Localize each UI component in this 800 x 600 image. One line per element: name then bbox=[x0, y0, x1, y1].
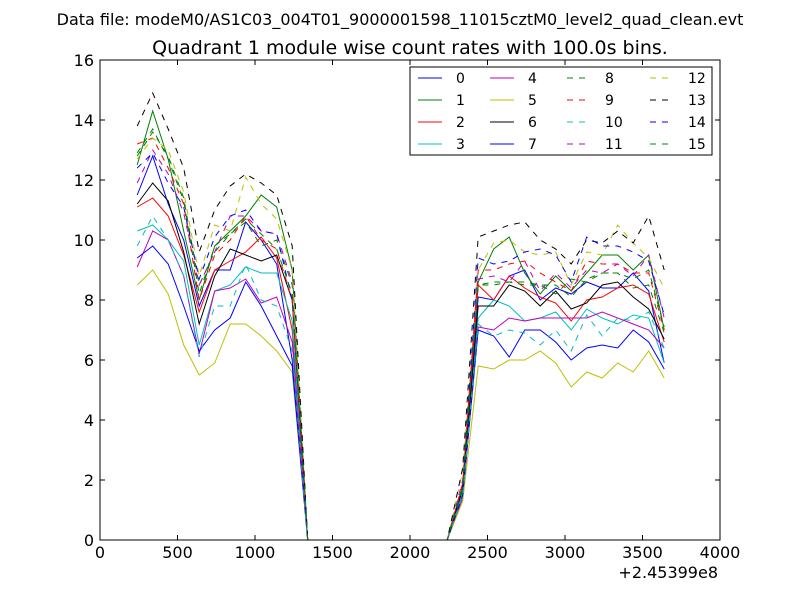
legend-label-12: 12 bbox=[688, 71, 706, 87]
legend-label-14: 14 bbox=[688, 115, 706, 131]
legend-label-13: 13 bbox=[688, 93, 706, 109]
y-tick-label: 14 bbox=[74, 111, 94, 130]
legend-label-9: 9 bbox=[605, 93, 614, 109]
figure-suptitle: Data file: modeM0/AS1C03_004T01_90000015… bbox=[57, 10, 744, 30]
legend-label-7: 7 bbox=[528, 137, 537, 153]
x-tick-label: 500 bbox=[162, 543, 193, 562]
axis-layer: 0 500 1000 1500 2000 2500 3000 3500 400002468101… bbox=[74, 51, 741, 562]
x-offset-label: +2.45399e8 bbox=[618, 563, 718, 582]
x-tick-label: 2500 bbox=[467, 543, 508, 562]
x-tick-label: 3500 bbox=[622, 543, 663, 562]
legend-label-10: 10 bbox=[605, 115, 623, 131]
legend-label-0: 0 bbox=[456, 71, 465, 87]
series-line-10 bbox=[136, 215, 665, 541]
legend-label-3: 3 bbox=[456, 137, 465, 153]
y-tick-label: 16 bbox=[74, 51, 94, 70]
series-line-13 bbox=[136, 91, 665, 541]
y-tick-label: 0 bbox=[84, 531, 94, 550]
x-tick-label: 2000 bbox=[390, 543, 431, 562]
x-tick-label: 4000 bbox=[700, 543, 741, 562]
y-tick-label: 6 bbox=[84, 351, 94, 370]
y-tick-label: 4 bbox=[84, 411, 94, 430]
legend-label-11: 11 bbox=[605, 137, 623, 153]
y-tick-label: 10 bbox=[74, 231, 94, 250]
x-tick-label: 3000 bbox=[545, 543, 586, 562]
legend-label-6: 6 bbox=[528, 115, 537, 131]
legend-label-4: 4 bbox=[528, 71, 537, 87]
x-tick-label: 0 bbox=[95, 543, 105, 562]
y-tick-label: 12 bbox=[74, 171, 94, 190]
legend-label-2: 2 bbox=[456, 115, 465, 131]
y-tick-label: 8 bbox=[84, 291, 94, 310]
legend-label-8: 8 bbox=[605, 71, 614, 87]
plot-frame bbox=[99, 59, 721, 541]
legend-label-5: 5 bbox=[528, 93, 537, 109]
y-tick-label: 2 bbox=[84, 471, 94, 490]
x-tick-label: 1500 bbox=[312, 543, 353, 562]
legend-label-15: 15 bbox=[688, 137, 706, 153]
chart-title: Quadrant 1 module wise count rates with … bbox=[152, 37, 668, 59]
legend-box bbox=[409, 66, 713, 156]
x-tick-label: 1000 bbox=[235, 543, 276, 562]
legend-label-1: 1 bbox=[456, 93, 465, 109]
